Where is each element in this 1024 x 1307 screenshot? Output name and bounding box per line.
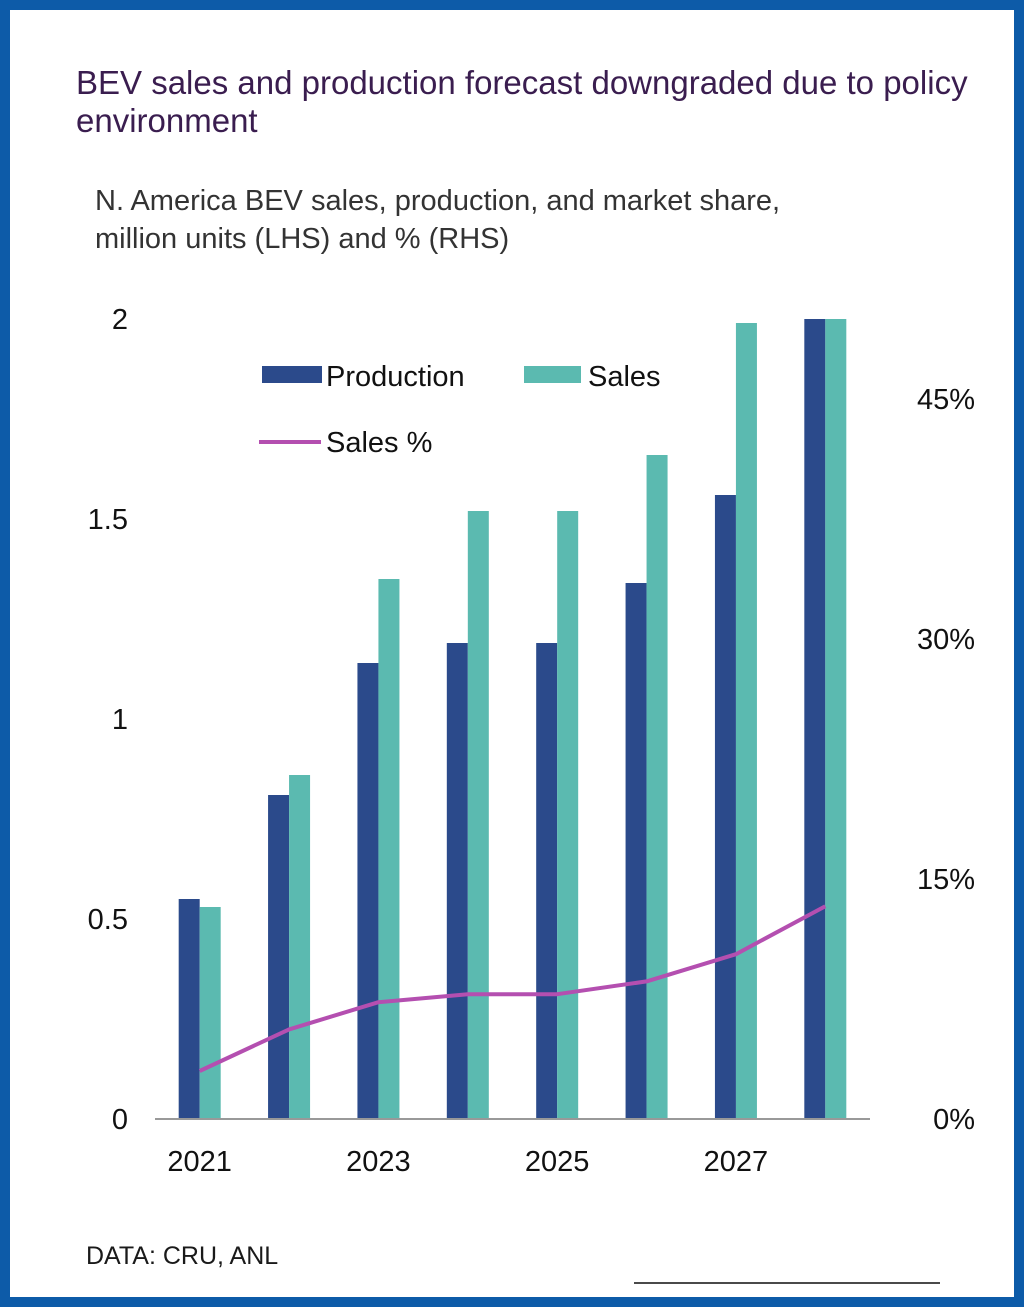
bar-production-2025 xyxy=(536,643,558,1119)
source-note: DATA: CRU, ANL xyxy=(86,1242,279,1270)
bar-sales-2028 xyxy=(825,319,847,1119)
bar-sales-2021 xyxy=(199,907,221,1119)
left-tick-label: 1.5 xyxy=(88,504,128,536)
bar-production-2028 xyxy=(804,319,826,1119)
right-tick-label: 15% xyxy=(917,864,975,896)
legend-sales-label: Sales xyxy=(588,361,661,393)
bar-sales-2025 xyxy=(557,511,579,1119)
bar-layer xyxy=(178,319,847,1119)
left-tick-label: 2 xyxy=(112,304,128,336)
footer-divider xyxy=(634,1282,940,1284)
left-tick-label: 0 xyxy=(112,1104,128,1136)
right-tick-label: 0% xyxy=(933,1104,975,1136)
line-layer xyxy=(198,904,827,1073)
bar-sales-2027 xyxy=(735,323,757,1119)
bar-production-2026 xyxy=(625,583,647,1119)
legend-sales-pct-label: Sales % xyxy=(326,427,432,459)
chart-subtitle: N. America BEV sales, production, and ma… xyxy=(95,185,781,255)
bar-production-2021 xyxy=(178,899,200,1119)
left-axis: 0 0.5 1 1.5 2 xyxy=(88,304,128,1136)
left-tick-label: 0.5 xyxy=(88,904,128,936)
left-tick-label: 1 xyxy=(112,704,128,736)
right-axis: 0% 15% 30% 45% xyxy=(917,384,975,1136)
legend-production-swatch xyxy=(262,366,322,383)
x-tick-label: 2023 xyxy=(346,1146,411,1178)
x-tick-label: 2025 xyxy=(525,1146,590,1178)
x-tick-label: 2021 xyxy=(167,1146,232,1178)
bar-production-2027 xyxy=(714,495,736,1119)
x-axis: 2021 2023 2025 2027 xyxy=(167,1146,768,1178)
right-tick-label: 30% xyxy=(917,624,975,656)
bar-sales-2024 xyxy=(467,511,489,1119)
bar-sales-2023 xyxy=(378,579,400,1119)
x-tick-label: 2027 xyxy=(704,1146,769,1178)
bar-sales-2026 xyxy=(646,455,668,1119)
bar-sales-2022 xyxy=(289,775,311,1119)
legend-production-label: Production xyxy=(326,361,465,393)
bar-production-2022 xyxy=(268,795,290,1119)
legend: Production Sales Sales % xyxy=(259,361,661,459)
line-sales-pct xyxy=(198,904,827,1073)
bar-production-2024 xyxy=(446,643,468,1119)
bar-production-2023 xyxy=(357,663,379,1119)
chart-title: BEV sales and production forecast downgr… xyxy=(76,64,968,139)
legend-sales-swatch xyxy=(524,366,581,383)
right-tick-label: 45% xyxy=(917,384,975,416)
